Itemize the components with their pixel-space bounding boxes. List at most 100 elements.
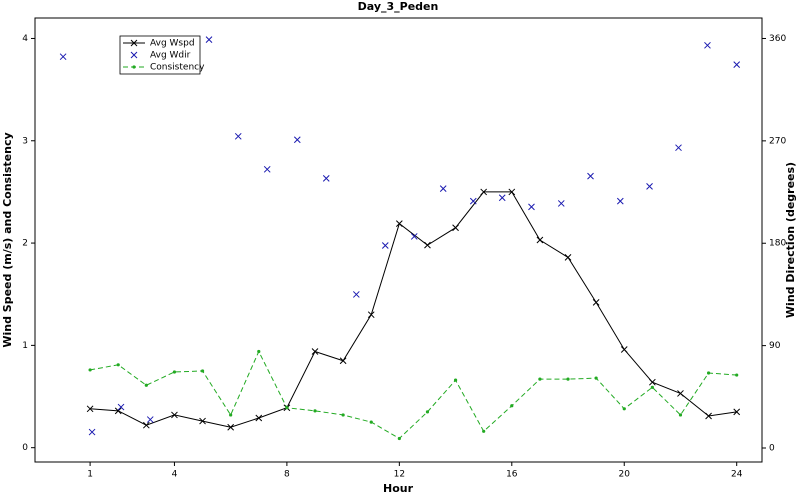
marker	[172, 370, 177, 374]
y2-tick-label: 180	[769, 239, 786, 249]
marker	[339, 357, 347, 365]
marker	[88, 368, 92, 372]
y2-axis-label: Wind Direction (degrees)	[784, 162, 797, 318]
legend-label: Consistency	[150, 63, 205, 73]
legend: Avg Wspd Avg Wdir Consistency	[119, 35, 205, 75]
legend-label: Avg Wspd	[150, 39, 195, 49]
marker	[469, 197, 477, 205]
marker	[528, 203, 535, 211]
marker	[733, 61, 741, 68]
marker	[508, 188, 516, 196]
marker	[480, 188, 488, 196]
marker	[538, 377, 542, 381]
marker	[322, 175, 330, 182]
marker	[227, 423, 235, 431]
marker	[620, 346, 628, 353]
marker	[285, 406, 289, 410]
marker	[566, 377, 570, 381]
x-tick-label: 8	[284, 470, 290, 480]
marker	[395, 220, 403, 227]
marker	[649, 378, 656, 386]
marker	[381, 242, 389, 249]
marker	[229, 413, 233, 417]
marker	[352, 291, 360, 298]
marker	[622, 407, 626, 411]
marker	[263, 165, 271, 173]
marker	[536, 236, 544, 244]
legend-marker	[130, 51, 138, 59]
marker	[234, 132, 242, 140]
x-tick-label: 12	[394, 470, 405, 480]
marker	[592, 299, 600, 306]
y-tick-label: 1	[22, 341, 28, 351]
marker	[341, 413, 345, 417]
x-tick-label: 16	[506, 470, 518, 480]
y-tick-label: 3	[22, 136, 28, 146]
marker	[144, 383, 148, 387]
marker	[677, 390, 684, 397]
marker	[424, 241, 431, 249]
x-tick-label: 20	[619, 470, 631, 480]
marker	[142, 421, 150, 429]
marker	[704, 41, 711, 49]
marker	[369, 420, 373, 424]
marker	[425, 410, 430, 414]
marker	[650, 385, 654, 389]
marker	[146, 416, 154, 423]
y2-tick-label: 90	[769, 341, 781, 351]
marker	[257, 349, 261, 354]
marker	[453, 378, 458, 382]
marker	[171, 411, 178, 419]
x-tick-label: 4	[172, 470, 178, 480]
x-tick-label: 24	[731, 470, 743, 480]
y-tick-label: 4	[22, 34, 28, 44]
marker	[114, 407, 122, 415]
legend-label: Avg Wdir	[150, 51, 191, 61]
marker	[311, 348, 319, 355]
marker	[594, 376, 598, 380]
marker	[705, 412, 712, 420]
marker	[510, 404, 514, 408]
marker	[205, 36, 213, 43]
marker	[452, 224, 459, 232]
series-line	[90, 191, 737, 428]
marker	[706, 371, 711, 375]
marker	[564, 254, 572, 261]
marker	[733, 408, 741, 416]
marker	[678, 413, 683, 417]
marker	[313, 409, 317, 413]
marker	[498, 194, 506, 202]
plot-frame	[34, 17, 763, 463]
marker	[293, 136, 301, 144]
marker	[88, 428, 96, 436]
marker	[410, 233, 418, 240]
marker	[675, 144, 682, 152]
marker	[557, 200, 565, 207]
legend-marker	[130, 39, 138, 47]
marker	[199, 417, 206, 425]
marker	[86, 405, 94, 413]
marker	[397, 436, 401, 441]
marker	[646, 183, 653, 190]
y-axis-label: Wind Speed (m/s) and Consistency	[1, 132, 14, 347]
series-line	[90, 350, 737, 440]
y2-tick-label: 0	[769, 444, 775, 454]
marker	[735, 373, 739, 377]
marker	[255, 414, 263, 422]
marker	[367, 311, 375, 319]
marker	[200, 369, 205, 373]
chart-title: Day_3_Peden	[358, 0, 439, 13]
y2-tick-label: 360	[769, 34, 786, 44]
y-tick-label: 2	[22, 239, 28, 249]
marker	[439, 185, 447, 192]
y2-tick-label: 270	[769, 136, 786, 146]
legend-marker	[132, 65, 136, 69]
y-tick-label: 0	[22, 443, 28, 453]
marker	[616, 197, 624, 205]
x-axis-label: Hour	[383, 482, 414, 495]
marker	[117, 403, 125, 411]
x-tick-label: 1	[87, 470, 93, 480]
marker	[116, 363, 120, 367]
